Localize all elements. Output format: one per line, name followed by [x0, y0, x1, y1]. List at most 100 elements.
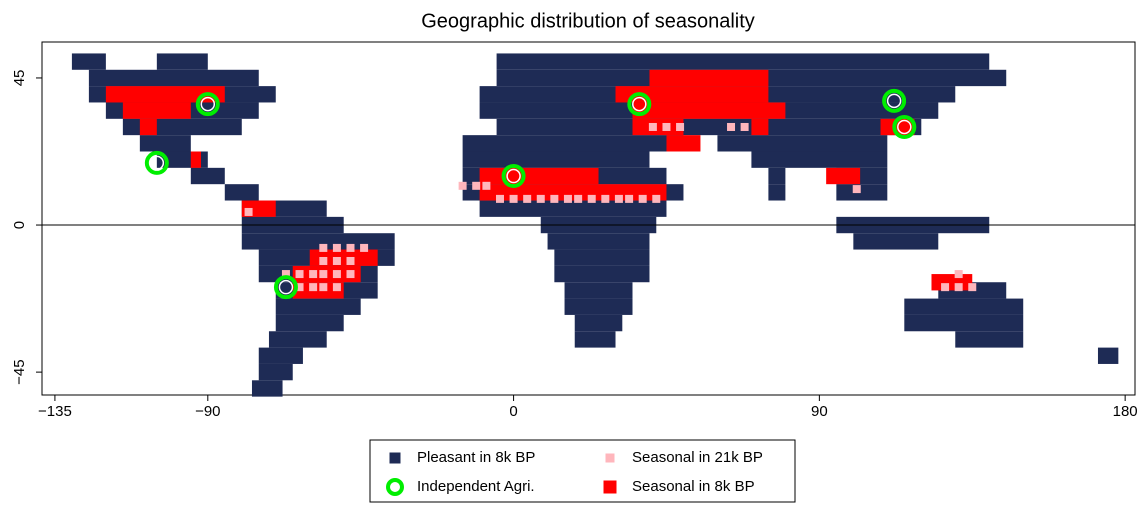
cell-run [190, 151, 202, 168]
cell-run [615, 86, 769, 103]
cell-run [904, 298, 1024, 315]
cell-point [523, 194, 532, 203]
x-tick-label: −90 [195, 403, 220, 420]
cell-run [564, 282, 633, 299]
cell-point [472, 181, 481, 190]
cell-point [601, 194, 610, 203]
cell-run [717, 135, 888, 152]
x-tick-label: 90 [811, 403, 828, 420]
cell-point [968, 283, 977, 292]
cell-point [332, 243, 341, 252]
cell-point [332, 256, 341, 265]
cell-point [740, 122, 749, 131]
origin-ring [892, 114, 917, 139]
cell-point [536, 194, 545, 203]
cell-run [105, 86, 225, 103]
cell-run [853, 233, 939, 250]
cell-run [632, 118, 684, 136]
cell-run [462, 135, 684, 152]
cell-run [751, 118, 769, 136]
cell-run [241, 233, 395, 250]
origin-ring [195, 92, 220, 117]
cell-run [1097, 347, 1119, 364]
cell-run [258, 347, 303, 364]
cell-run [479, 184, 667, 201]
cell-point [360, 243, 369, 252]
cell-point [662, 122, 671, 131]
cell-point [458, 181, 467, 190]
cell-run [190, 167, 225, 185]
cell-point [676, 122, 685, 131]
cell-point [319, 283, 328, 292]
cell-run [139, 135, 191, 152]
x-tick-label: −135 [38, 403, 72, 420]
cell-point [346, 243, 355, 252]
cell-point [495, 194, 504, 203]
cell-run [574, 314, 623, 332]
cell-point [309, 283, 318, 292]
cell-run [292, 282, 344, 299]
origin-ring [501, 164, 526, 189]
cell-run [768, 184, 786, 201]
cell-run [751, 151, 888, 168]
cell-point [244, 207, 253, 216]
legend-swatch [603, 480, 617, 494]
cell-run [156, 53, 208, 70]
cell-point [482, 181, 491, 190]
cell-run [632, 102, 786, 119]
cell-point [852, 185, 861, 194]
cell-point [574, 194, 583, 203]
cell-run [139, 118, 157, 136]
cell-run [275, 298, 361, 315]
cell-run [251, 380, 283, 397]
origin-ring-inner [886, 93, 902, 109]
cell-run [904, 314, 1024, 332]
cell-run [122, 102, 191, 119]
cell-run [931, 274, 973, 291]
cell-run [666, 135, 701, 152]
origin-ring-inner [897, 119, 912, 135]
cell-point [319, 256, 328, 265]
cell-point [652, 194, 661, 203]
origin-ring-inner [149, 155, 165, 171]
cell-point [319, 270, 328, 279]
origin-ring [882, 88, 907, 113]
cell-run [836, 184, 888, 201]
legend-swatch [605, 453, 615, 463]
legend-swatch [389, 452, 401, 464]
cell-run [826, 167, 861, 185]
cell-run [547, 233, 650, 250]
cell-point [346, 270, 355, 279]
legend-box [369, 439, 796, 503]
cell-run [768, 167, 786, 185]
origin-ring-inner [200, 96, 216, 112]
cell-run [258, 363, 293, 381]
cell-point [295, 283, 304, 292]
y-tick-label: 0 [11, 221, 28, 229]
plot-frame [41, 41, 1136, 396]
cell-point [319, 243, 328, 252]
cell-run [224, 184, 259, 201]
cell-point [346, 256, 355, 265]
cell-run [496, 53, 990, 70]
cell-point [941, 283, 950, 292]
cell-run [554, 249, 650, 266]
origin-ring-inner [278, 279, 294, 295]
cell-run [88, 69, 259, 87]
origin-ring-inner [632, 96, 647, 112]
cell-run [71, 53, 106, 70]
x-tick-label: 180 [1113, 403, 1138, 420]
y-tick-label: −45 [11, 359, 28, 384]
cell-run [574, 331, 616, 348]
cell-run [496, 118, 922, 136]
cell-run [479, 200, 667, 217]
cell-run [955, 331, 1024, 348]
legend-label: Seasonal in 21k BP [632, 449, 763, 466]
cell-point [332, 283, 341, 292]
cell-point [281, 270, 290, 279]
cell-point [563, 194, 572, 203]
cell-point [332, 270, 341, 279]
cell-point [614, 194, 623, 203]
cell-run [462, 151, 650, 168]
